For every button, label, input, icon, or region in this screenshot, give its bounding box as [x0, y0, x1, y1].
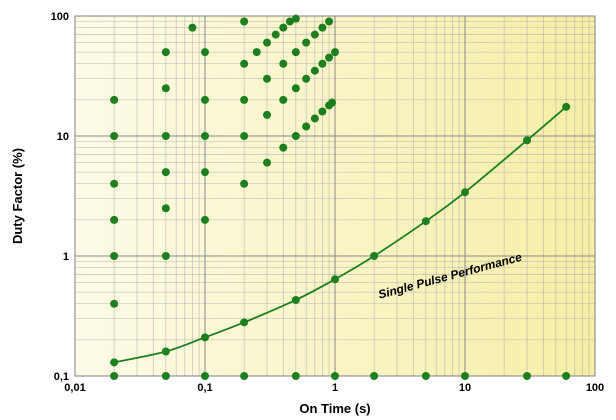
single-pulse-point — [201, 333, 209, 342]
x-tick-label: 100 — [586, 382, 604, 394]
scatter-point — [331, 48, 339, 57]
y-tick-label: 100 — [51, 11, 69, 23]
scatter-point — [161, 132, 170, 140]
y-tick-label: 0,1 — [54, 371, 69, 383]
scatter-point — [318, 107, 327, 116]
scatter-point — [263, 74, 272, 83]
scatter-point — [523, 372, 532, 380]
single-pulse-point — [461, 188, 469, 197]
scatter-point — [161, 372, 170, 380]
scatter-point — [318, 59, 327, 68]
x-axis-title: On Time (s) — [299, 401, 370, 416]
single-pulse-point — [240, 318, 249, 327]
single-pulse-line-series — [110, 102, 571, 367]
x-tick-label: 0,01 — [64, 382, 85, 394]
y-tick-label: 10 — [57, 131, 69, 143]
scatter-point — [285, 17, 294, 26]
scatter-point — [240, 17, 249, 26]
scatter-point — [325, 17, 334, 26]
scatter-point — [370, 372, 379, 380]
single-pulse-point — [562, 102, 571, 111]
scatter-point — [110, 132, 119, 140]
scatter-point — [331, 372, 339, 380]
single-pulse-point — [421, 217, 430, 226]
scatter-point — [271, 30, 280, 39]
scatter-point — [110, 252, 119, 260]
single-pulse-point — [523, 136, 532, 145]
scatter-point — [421, 372, 430, 380]
scatter-point — [263, 110, 272, 119]
scatter-point — [291, 372, 300, 380]
scatter-point — [188, 23, 197, 32]
single-pulse-point — [110, 358, 119, 367]
single-pulse-point — [291, 295, 300, 304]
scatter-point — [240, 95, 249, 104]
scatter-point — [161, 252, 170, 260]
scatter-point — [201, 372, 209, 380]
scatter-point — [302, 74, 311, 83]
scatter-point — [291, 84, 300, 93]
scatter-point — [161, 204, 170, 213]
scatter-point — [161, 48, 170, 57]
scatter-point — [110, 215, 119, 224]
x-axis-tick-labels: 0,01 0,1 1 10 100 — [64, 382, 604, 394]
scatter-point — [110, 299, 119, 308]
scatter-point — [201, 95, 209, 104]
y-axis-title: Duty Factor (%) — [10, 148, 25, 244]
scatter-point — [110, 95, 119, 104]
scatter-point — [302, 38, 311, 47]
x-tick-label: 10 — [459, 382, 471, 394]
scatter-point — [252, 48, 261, 57]
scatter-point — [263, 38, 272, 47]
scatter-point — [562, 372, 571, 380]
scatter-point — [291, 14, 300, 23]
scatter-point — [310, 30, 319, 39]
x-tick-label: 0,1 — [197, 382, 212, 394]
scatter-point — [279, 23, 288, 32]
scatter-point — [161, 168, 170, 177]
scatter-point — [328, 98, 337, 107]
scatter-point — [110, 179, 119, 188]
scatter-point — [279, 95, 288, 104]
scatter-point — [279, 143, 288, 152]
scatter-point — [161, 84, 170, 93]
scatter-point — [310, 66, 319, 75]
single-pulse-point — [370, 252, 379, 260]
scatter-point — [310, 114, 319, 123]
single-pulse-point — [161, 347, 170, 356]
scatter-point — [240, 372, 249, 380]
scatter-point — [302, 122, 311, 131]
single-pulse-point — [331, 275, 339, 284]
scatter-series — [110, 14, 571, 380]
scatter-point — [240, 179, 249, 188]
scatter-point — [279, 59, 288, 68]
scatter-point — [325, 53, 334, 62]
scatter-point — [263, 158, 272, 167]
y-tick-label: 1 — [63, 251, 69, 263]
scatter-point — [240, 132, 249, 140]
scatter-point — [201, 215, 209, 224]
scatter-point — [110, 372, 119, 380]
scatter-point — [201, 132, 209, 140]
scatter-point — [291, 132, 300, 140]
scatter-point — [240, 59, 249, 68]
y-axis-tick-labels: 0,1 1 10 100 — [51, 11, 69, 383]
scatter-point — [201, 168, 209, 177]
scatter-point — [318, 23, 327, 32]
x-tick-label: 1 — [332, 382, 338, 394]
scatter-point — [201, 48, 209, 57]
scatter-point — [461, 372, 469, 380]
scatter-point — [291, 48, 300, 57]
